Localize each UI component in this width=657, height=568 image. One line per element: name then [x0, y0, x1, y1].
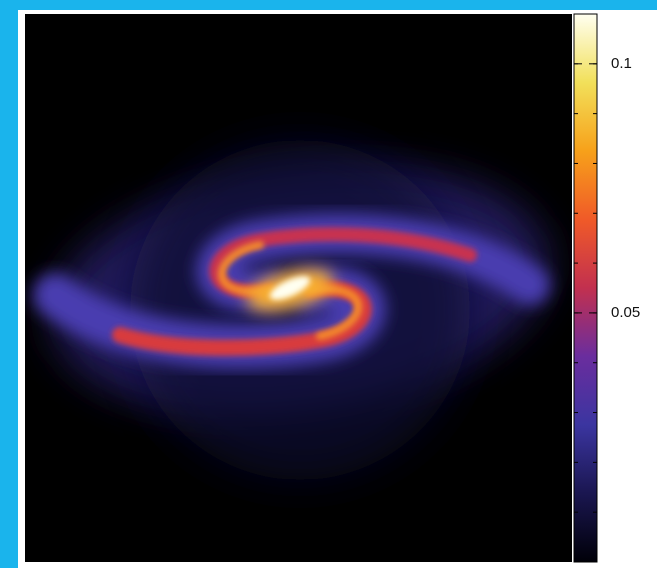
frame — [0, 0, 657, 10]
colorbar — [574, 14, 597, 562]
label-panel — [604, 0, 657, 568]
chart: 0.1 0.05 — [0, 0, 657, 568]
colorbar-tick-label: 0.05 — [611, 304, 640, 321]
colorbar-tick-label: 0.1 — [611, 55, 632, 72]
page: {"chart_data": {"type": "image", "colorb… — [0, 0, 657, 568]
